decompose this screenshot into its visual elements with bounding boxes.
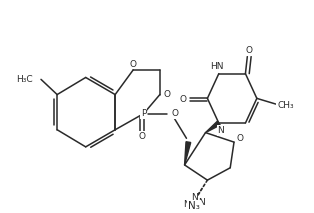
Text: H₃C: H₃C xyxy=(17,75,33,84)
Text: O: O xyxy=(171,109,179,118)
Text: O: O xyxy=(246,46,253,55)
Polygon shape xyxy=(205,121,220,133)
Text: N₃: N₃ xyxy=(188,201,200,211)
Text: O: O xyxy=(138,132,145,141)
Text: N: N xyxy=(191,193,198,202)
Text: N: N xyxy=(183,200,190,209)
Text: CH₃: CH₃ xyxy=(277,101,294,111)
Polygon shape xyxy=(185,142,191,165)
Text: O: O xyxy=(164,90,171,99)
Text: O: O xyxy=(236,134,243,143)
Text: HN: HN xyxy=(210,62,224,72)
Text: P: P xyxy=(141,109,146,118)
Text: N: N xyxy=(198,199,205,207)
Text: O: O xyxy=(179,95,186,104)
Text: N: N xyxy=(217,126,224,135)
Text: O: O xyxy=(130,60,137,69)
